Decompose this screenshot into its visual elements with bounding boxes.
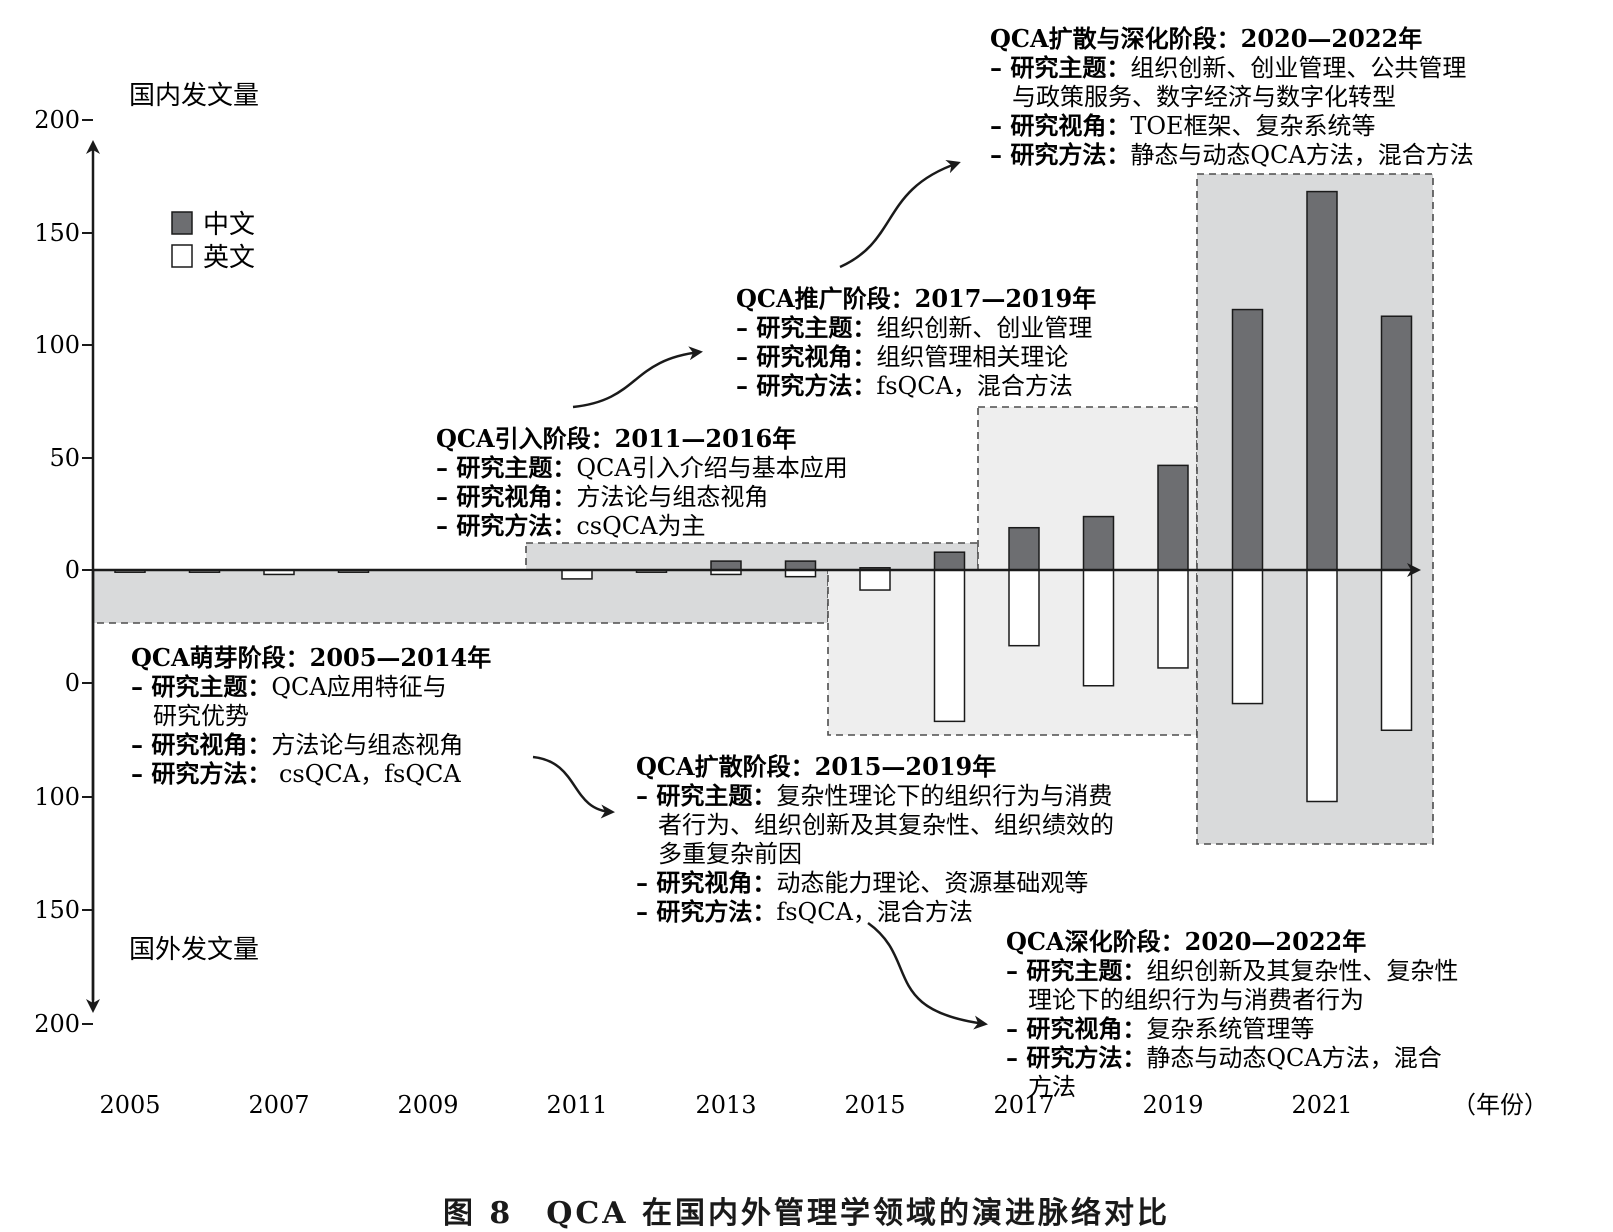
- y-ticks: 200 150 100 50 0 0 100 150 200: [34, 106, 93, 1038]
- bar-cn-2014: [784, 560, 817, 571]
- stage-line: – 研究方法：csQCA为主: [436, 511, 706, 540]
- stage-line: – 研究方法：静态与动态QCA方法，混合: [1006, 1043, 1442, 1072]
- arrow-to-deepen-cn: [839, 159, 961, 269]
- bar-en-2018: [1082, 569, 1115, 687]
- stage-arrows: [532, 159, 988, 1030]
- stage-line: 多重复杂前因: [658, 840, 802, 868]
- arrow-to-deepen-en: [867, 921, 988, 1030]
- figure-caption: 图 8 QCA 在国内外管理学领域的演进脉络对比: [442, 1196, 1171, 1231]
- bar-en-2020: [1231, 569, 1264, 705]
- stage-annotations: QCA扩散与深化阶段：2020—2022年– 研究主题：组织创新、创业管理、公共…: [131, 24, 1474, 1101]
- stage-line: – 研究主题：QCA应用特征与: [131, 672, 447, 701]
- bar-cn-2016: [933, 551, 966, 571]
- x-tick-label: 2005: [99, 1091, 160, 1119]
- bar-en-2011: [561, 569, 593, 580]
- stage-deepen-cn: QCA扩散与深化阶段：2020—2022年– 研究主题：组织创新、创业管理、公共…: [990, 24, 1474, 169]
- stage-line: – 研究主题：组织创新、创业管理、公共管理: [990, 53, 1466, 82]
- x-tick-label: 2019: [1142, 1091, 1203, 1119]
- stage-line: 研究优势: [153, 702, 249, 730]
- stage-line: – 研究主题：QCA引入介绍与基本应用: [436, 453, 848, 482]
- stage-line: – 研究视角：方法论与组态视角: [436, 482, 768, 511]
- stage-line: – 研究视角：组织管理相关理论: [736, 342, 1068, 371]
- stage-title: QCA推广阶段：2017—2019年: [736, 284, 1096, 313]
- stage-title: QCA扩散阶段：2015—2019年: [636, 752, 996, 781]
- bar-cn-2021: [1306, 190, 1338, 571]
- stage-diffuse: QCA扩散阶段：2015—2019年– 研究主题：复杂性理论下的组织行为与消费者…: [636, 752, 1114, 926]
- y-lower-label: 国外发文量: [129, 935, 259, 965]
- x-tick-label: 2009: [397, 1091, 458, 1119]
- stage-line: – 研究方法：静态与动态QCA方法，混合方法: [990, 140, 1474, 169]
- arrow-to-diffuse: [532, 755, 615, 819]
- y-tick-label: 50: [49, 444, 80, 472]
- stage-line: 与政策服务、数字经济与数字化转型: [1012, 83, 1396, 111]
- bar-en-2019: [1157, 569, 1189, 669]
- bar-en-2015: [859, 569, 891, 591]
- stage-line: – 研究方法： csQCA，fsQCA: [131, 759, 461, 788]
- stage-line: – 研究视角：TOE框架、复杂系统等: [990, 111, 1376, 140]
- stage-line: – 研究视角：复杂系统管理等: [1006, 1014, 1314, 1043]
- x-tick-label: 2011: [546, 1091, 607, 1119]
- legend: 中文 英文: [171, 210, 255, 273]
- y-tick-label: 200: [34, 1010, 80, 1038]
- bar-cn-2019: [1157, 464, 1189, 571]
- region-intro: [525, 542, 979, 571]
- stage-title: QCA引入阶段：2011—2016年: [436, 424, 796, 453]
- legend-label-cn: 中文: [203, 210, 255, 240]
- stage-line: 者行为、组织创新及其复杂性、组织绩效的: [658, 811, 1114, 839]
- stage-line: – 研究视角：动态能力理论、资源基础观等: [636, 868, 1088, 897]
- stage-promote: QCA推广阶段：2017—2019年– 研究主题：组织创新、创业管理– 研究视角…: [736, 284, 1096, 400]
- stage-line: – 研究主题：组织创新及其复杂性、复杂性: [1006, 956, 1458, 985]
- stage-title: QCA萌芽阶段：2005—2014年: [131, 643, 491, 672]
- stage-intro: QCA引入阶段：2011—2016年– 研究主题：QCA引入介绍与基本应用– 研…: [436, 424, 848, 540]
- y-tick-label: 200: [34, 106, 80, 134]
- bar-en-2016: [933, 569, 966, 723]
- arrow-to-promote: [572, 346, 703, 409]
- bar-cn-2020: [1231, 308, 1264, 571]
- y-tick-label: 100: [34, 783, 80, 811]
- bar-en-2021: [1306, 569, 1338, 803]
- y-tick-label: 100: [34, 331, 80, 359]
- x-tick-label: 2015: [844, 1091, 905, 1119]
- y-tick-label: 0: [65, 556, 80, 584]
- x-tick-label: 2017: [993, 1091, 1054, 1119]
- stage-line: – 研究方法：fsQCA，混合方法: [636, 897, 973, 926]
- legend-label-en: 英文: [203, 243, 255, 273]
- y-tick-label: 150: [34, 219, 80, 247]
- x-tick-label: 2021: [1291, 1091, 1352, 1119]
- stage-line: – 研究主题：复杂性理论下的组织行为与消费: [636, 781, 1112, 810]
- y-tick-label: 150: [34, 896, 80, 924]
- stage-line: – 研究主题：组织创新、创业管理: [736, 313, 1092, 342]
- x-tick-label: 2007: [248, 1091, 309, 1119]
- x-tick-label: 2013: [695, 1091, 756, 1119]
- x-ticks: 2005 2007 2009 2011 2013 2015 2017 2019 2021: [99, 1091, 1352, 1119]
- axes: [86, 140, 1421, 1013]
- stage-line: 理论下的组织行为与消费者行为: [1028, 986, 1364, 1014]
- bar-series: [114, 190, 1413, 803]
- stage-line: 方法: [1028, 1073, 1076, 1101]
- region-sprout: [92, 569, 829, 624]
- legend-swatch-cn: [171, 211, 193, 235]
- bar-en-2017: [1008, 569, 1040, 647]
- stage-title: QCA扩散与深化阶段：2020—2022年: [990, 24, 1422, 53]
- stage-line: – 研究方法：fsQCA，混合方法: [736, 371, 1073, 400]
- y-upper-label: 国内发文量: [129, 81, 259, 111]
- y-tick-label: 0: [65, 669, 80, 697]
- x-unit-label: （年份）: [1452, 1091, 1548, 1119]
- bar-cn-2013: [710, 560, 742, 571]
- legend-swatch-en: [171, 244, 193, 268]
- stage-line: – 研究视角：方法论与组态视角: [131, 730, 463, 759]
- stage-deepen-en: QCA深化阶段：2020—2022年– 研究主题：组织创新及其复杂性、复杂性理论…: [1006, 927, 1458, 1101]
- stage-title: QCA深化阶段：2020—2022年: [1006, 927, 1366, 956]
- bar-en-2022: [1380, 569, 1413, 732]
- bar-cn-2018: [1082, 515, 1115, 571]
- bar-cn-2017: [1008, 526, 1040, 571]
- bar-cn-2022: [1380, 315, 1413, 571]
